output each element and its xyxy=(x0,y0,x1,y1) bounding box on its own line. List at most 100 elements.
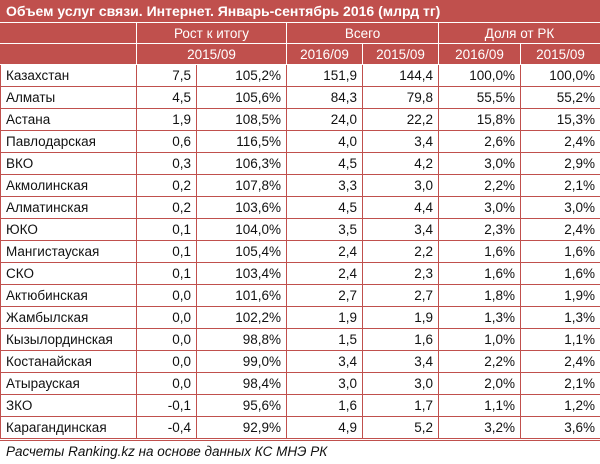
header-share-2015: 2015/09 xyxy=(520,43,600,65)
table-row: ЮКО 0,1 104,0% 3,5 3,4 2,3% 2,4% xyxy=(0,218,600,241)
share-2016-cell: 1,0% xyxy=(438,328,522,351)
share-2015-cell: 2,4% xyxy=(520,130,600,153)
region-cell: Казахстан xyxy=(0,64,137,87)
growth-pct-cell: 108,5% xyxy=(195,108,288,131)
table-row: Казахстан 7,5 105,2% 151,9 144,4 100,0% 100,0% xyxy=(0,64,600,87)
share-2016-cell: 2,6% xyxy=(438,130,522,153)
total-2016-cell: 1,6 xyxy=(286,394,364,417)
region-cell: СКО xyxy=(0,262,137,285)
growth-abs-cell: 0,6 xyxy=(136,130,197,153)
growth-pct-cell: 104,0% xyxy=(195,218,288,241)
share-2016-cell: 3,0% xyxy=(438,152,522,175)
region-cell: Кызылординская xyxy=(0,328,137,351)
share-2015-cell: 1,3% xyxy=(520,306,600,329)
table-title: Объем услуг связи. Интернет. Январь-сент… xyxy=(0,0,600,22)
total-2015-cell: 79,8 xyxy=(362,86,440,109)
share-2016-cell: 2,0% xyxy=(438,372,522,395)
total-2015-cell: 4,4 xyxy=(362,196,440,219)
region-cell: Алматинская xyxy=(0,196,137,219)
header-share-2016: 2016/09 xyxy=(438,43,522,65)
source-note: Расчеты Ranking.kz на основе данных КС М… xyxy=(0,440,600,464)
table-row: Алматы 4,5 105,6% 84,3 79,8 55,5% 55,2% xyxy=(0,86,600,109)
total-2016-cell: 151,9 xyxy=(286,64,364,87)
growth-abs-cell: 0,0 xyxy=(136,328,197,351)
growth-abs-cell: 0,0 xyxy=(136,306,197,329)
total-2016-cell: 4,0 xyxy=(286,130,364,153)
share-2015-cell: 2,9% xyxy=(520,152,600,175)
table-row: Акмолинская 0,2 107,8% 3,3 3,0 2,2% 2,1% xyxy=(0,174,600,197)
growth-abs-cell: 0,1 xyxy=(136,240,197,263)
region-cell: ЗКО xyxy=(0,394,137,417)
growth-pct-cell: 92,9% xyxy=(195,416,288,439)
region-cell: Алматы xyxy=(0,86,137,109)
header-total-2016: 2016/09 xyxy=(286,43,364,65)
region-cell: ВКО xyxy=(0,152,137,175)
total-2015-cell: 22,2 xyxy=(362,108,440,131)
table-row: Мангистауская 0,1 105,4% 2,4 2,2 1,6% 1,6% xyxy=(0,240,600,263)
header-growth: Рост к итогу xyxy=(135,22,288,44)
total-2016-cell: 4,5 xyxy=(286,152,364,175)
table-row: Павлодарская 0,6 116,5% 4,0 3,4 2,6% 2,4% xyxy=(0,130,600,153)
total-2016-cell: 1,5 xyxy=(286,328,364,351)
share-2015-cell: 2,1% xyxy=(520,372,600,395)
total-2015-cell: 3,0 xyxy=(362,372,440,395)
share-2016-cell: 2,2% xyxy=(438,350,522,373)
share-2015-cell: 1,6% xyxy=(520,262,600,285)
share-2015-cell: 3,6% xyxy=(520,416,600,439)
total-2015-cell: 5,2 xyxy=(362,416,440,439)
growth-abs-cell: -0,1 xyxy=(136,394,197,417)
growth-abs-cell: 0,0 xyxy=(136,372,197,395)
total-2015-cell: 1,7 xyxy=(362,394,440,417)
region-cell: Костанайская xyxy=(0,350,137,373)
growth-abs-cell: 1,9 xyxy=(136,108,197,131)
region-cell: Павлодарская xyxy=(0,130,137,153)
total-2015-cell: 3,4 xyxy=(362,130,440,153)
total-2016-cell: 2,4 xyxy=(286,262,364,285)
growth-pct-cell: 103,6% xyxy=(195,196,288,219)
growth-pct-cell: 105,6% xyxy=(195,86,288,109)
growth-abs-cell: 0,0 xyxy=(136,284,197,307)
share-2016-cell: 2,2% xyxy=(438,174,522,197)
growth-abs-cell: 7,5 xyxy=(136,64,197,87)
total-2016-cell: 2,7 xyxy=(286,284,364,307)
header-blank-cell xyxy=(0,22,137,44)
header-total: Всего xyxy=(286,22,440,44)
share-2015-cell: 1,2% xyxy=(520,394,600,417)
total-2016-cell: 84,3 xyxy=(286,86,364,109)
growth-abs-cell: 0,1 xyxy=(136,218,197,241)
growth-pct-cell: 105,4% xyxy=(195,240,288,263)
total-2016-cell: 4,5 xyxy=(286,196,364,219)
share-2016-cell: 1,1% xyxy=(438,394,522,417)
header-share: Доля от РК xyxy=(438,22,600,44)
share-2016-cell: 1,8% xyxy=(438,284,522,307)
growth-pct-cell: 116,5% xyxy=(195,130,288,153)
share-2015-cell: 2,4% xyxy=(520,350,600,373)
header-row-1: Рост к итогу Всего Доля от РК xyxy=(0,22,600,44)
table-row: Карагандинская -0,4 92,9% 4,9 5,2 3,2% 3,6% xyxy=(0,416,600,439)
region-cell: Карагандинская xyxy=(0,416,137,439)
share-2016-cell: 3,0% xyxy=(438,196,522,219)
total-2015-cell: 2,3 xyxy=(362,262,440,285)
total-2015-cell: 144,4 xyxy=(362,64,440,87)
growth-abs-cell: 0,0 xyxy=(136,350,197,373)
header-row-2: 2015/09 2016/09 2015/09 2016/09 2015/09 xyxy=(0,43,600,65)
table-row: Костанайская 0,0 99,0% 3,4 3,4 2,2% 2,4% xyxy=(0,350,600,373)
total-2015-cell: 2,7 xyxy=(362,284,440,307)
growth-abs-cell: 0,3 xyxy=(136,152,197,175)
share-2016-cell: 2,3% xyxy=(438,218,522,241)
total-2016-cell: 3,0 xyxy=(286,372,364,395)
share-2016-cell: 3,2% xyxy=(438,416,522,439)
region-cell: Атырауская xyxy=(0,372,137,395)
growth-abs-cell: 0,2 xyxy=(136,196,197,219)
table-row: Кызылординская 0,0 98,8% 1,5 1,6 1,0% 1,1% xyxy=(0,328,600,351)
total-2015-cell: 2,2 xyxy=(362,240,440,263)
table-row: ЗКО -0,1 95,6% 1,6 1,7 1,1% 1,2% xyxy=(0,394,600,417)
growth-abs-cell: 4,5 xyxy=(136,86,197,109)
share-2016-cell: 15,8% xyxy=(438,108,522,131)
table-row: Астана 1,9 108,5% 24,0 22,2 15,8% 15,3% xyxy=(0,108,600,131)
table-row: Жамбылская 0,0 102,2% 1,9 1,9 1,3% 1,3% xyxy=(0,306,600,329)
region-cell: Актюбинская xyxy=(0,284,137,307)
growth-pct-cell: 101,6% xyxy=(195,284,288,307)
total-2015-cell: 1,9 xyxy=(362,306,440,329)
